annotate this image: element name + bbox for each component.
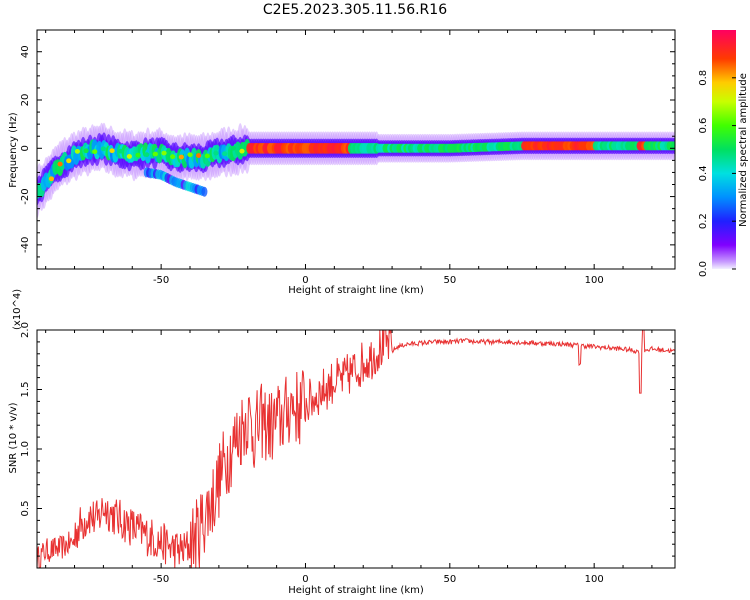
heatmap-blob bbox=[74, 148, 81, 154]
heatmap-blob bbox=[57, 161, 63, 167]
heatmap-blob bbox=[187, 152, 193, 158]
spectrogram-ytick-label: 40 bbox=[20, 45, 31, 58]
snr-ytick-label: 1.5 bbox=[20, 382, 31, 398]
spectrogram-xtick-label: 50 bbox=[443, 275, 456, 286]
heatmap-blob bbox=[118, 148, 124, 154]
spectrogram-xtick-label: 100 bbox=[585, 275, 604, 286]
heatmap-blob bbox=[109, 148, 115, 154]
heatmap-blob bbox=[100, 146, 106, 152]
colorbar-tick-label: 0.6 bbox=[698, 118, 709, 134]
snr-xtick-label: 100 bbox=[585, 574, 604, 585]
snr-panel: -50 0 50 100 0.5 1.0 1.5 2.0 Height of straight… bbox=[8, 289, 676, 596]
colorbar-tick-label: 0.8 bbox=[698, 70, 709, 86]
spectrogram-panel: -50 0 50 100 -40 -20 0 20 40 Height of straight … bbox=[8, 29, 676, 296]
spectrogram-xtick-label: 0 bbox=[302, 275, 308, 286]
snr-xtick-label: -50 bbox=[153, 574, 169, 585]
heatmap-cell bbox=[201, 186, 208, 197]
heatmap-blob bbox=[230, 145, 236, 151]
colorbar-ticks: 0.0 0.2 0.4 0.6 0.8 bbox=[698, 70, 736, 277]
heatmap-blob bbox=[48, 176, 55, 182]
colorbar-tick-label: 0.4 bbox=[698, 165, 709, 181]
spectrogram-ylabel: Frequency (Hz) bbox=[8, 112, 19, 188]
heatmap-blob bbox=[178, 154, 184, 160]
spectrogram-ytick-label: 20 bbox=[20, 94, 31, 107]
snr-ytick-label: 0.5 bbox=[20, 501, 31, 517]
snr-xlabel: Height of straight line (km) bbox=[288, 585, 424, 596]
spectrogram-xtick-label: -50 bbox=[153, 275, 169, 286]
colorbar-label: Normalized spectral amplitude bbox=[738, 73, 749, 227]
spectrogram-ytick-label: -40 bbox=[20, 237, 31, 253]
snr-ytick-label: 1.0 bbox=[20, 441, 31, 457]
spectrogram-xlabel: Height of straight line (km) bbox=[288, 285, 424, 296]
snr-ytick-label: 2.0 bbox=[20, 322, 31, 338]
spectrogram-ytick-label: 0 bbox=[20, 145, 31, 151]
heatmap-blob bbox=[152, 151, 158, 157]
heatmap-blob bbox=[222, 151, 228, 157]
heatmap-blob bbox=[126, 154, 132, 159]
snr-multiplier: (x10^4) bbox=[12, 289, 23, 330]
colorbar-tick-label: 0.0 bbox=[698, 261, 709, 277]
snr-xtick-label: 50 bbox=[443, 574, 456, 585]
heatmap-blob bbox=[66, 158, 72, 164]
heatmap-blob bbox=[170, 154, 176, 160]
colorbar-gradient bbox=[712, 30, 736, 269]
heatmap-blob bbox=[92, 149, 98, 155]
heatmap-blob bbox=[135, 152, 141, 158]
heatmap-blob bbox=[161, 150, 167, 156]
snr-ylabel: SNR (10 * v/v) bbox=[8, 402, 19, 473]
heatmap-blob bbox=[204, 153, 210, 159]
spectrogram-ytick-label: -20 bbox=[20, 188, 31, 204]
heatmap-blob bbox=[83, 148, 89, 154]
snr-frame bbox=[36, 329, 676, 569]
spectrogram-heatmap bbox=[37, 122, 675, 219]
chart-title: C2E5.2023.305.11.56.R16 bbox=[263, 2, 447, 18]
heatmap-blob bbox=[196, 153, 202, 158]
colorbar: 0.0 0.2 0.4 0.6 0.8 Normalized spectral ampl… bbox=[698, 30, 749, 277]
heatmap-blob bbox=[144, 152, 150, 158]
heatmap-blob bbox=[239, 148, 245, 154]
snr-series-line bbox=[37, 330, 675, 568]
heatmap-cell bbox=[671, 141, 675, 151]
snr-xtick-label: 0 bbox=[302, 574, 308, 585]
colorbar-tick-label: 0.2 bbox=[698, 213, 709, 229]
heatmap-blob bbox=[213, 150, 219, 156]
snr-line-area bbox=[37, 330, 675, 568]
spectrogram-frame bbox=[36, 29, 676, 270]
